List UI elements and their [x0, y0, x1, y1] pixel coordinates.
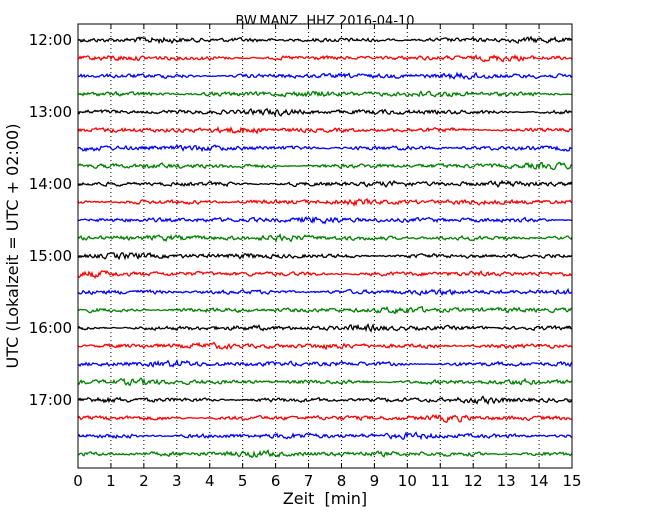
y-tick-label: 17:00: [29, 391, 72, 409]
trace-line: [77, 395, 573, 406]
x-tick-label: 9: [370, 472, 380, 490]
trace-line: [77, 90, 573, 98]
y-tick-label: 13:00: [29, 103, 72, 121]
trace-line: [77, 377, 573, 387]
y-axis-ticks: 12:00 13:00 14:00 15:00 16:00 17:00: [29, 31, 572, 409]
seismic-traces: [77, 35, 573, 459]
x-tick-label: 11: [431, 472, 450, 490]
x-tick-label: 1: [106, 472, 116, 490]
x-tick-label: 7: [304, 472, 314, 490]
x-tick-label: 0: [73, 472, 83, 490]
x-tick-label: 4: [205, 472, 215, 490]
x-axis-label: Zeit [min]: [283, 489, 367, 508]
x-tick-label: 14: [530, 472, 549, 490]
y-tick-label: 16:00: [29, 319, 72, 337]
trace-line: [77, 431, 573, 441]
x-tick-label: 12: [464, 472, 483, 490]
x-tick-label: 8: [337, 472, 347, 490]
trace-line: [77, 126, 573, 135]
plot-area: [78, 24, 572, 468]
trace-line: [77, 287, 573, 297]
x-axis-ticks: 0 1 2 3 4 5 6 7 8 9 10 11 12 13 14 15: [73, 24, 582, 490]
x-tick-label: 2: [139, 472, 149, 490]
x-tick-label: 15: [562, 472, 581, 490]
x-tick-label: 13: [497, 472, 516, 490]
trace-line: [77, 216, 573, 225]
trace-line: [77, 179, 573, 188]
plot-frame: [77, 23, 573, 469]
trace-line: [77, 413, 573, 423]
y-axis-label: UTC (Lokalzeit = UTC + 02:00): [3, 124, 22, 369]
trace-line: [77, 161, 573, 171]
x-tick-label: 3: [172, 472, 182, 490]
trace-line: [77, 305, 573, 315]
trace-line: [77, 144, 573, 153]
y-tick-label: 12:00: [29, 31, 72, 49]
trace-line: [77, 270, 573, 280]
trace-line: [77, 233, 573, 243]
trace-line: [77, 449, 573, 459]
x-tick-label: 5: [238, 472, 248, 490]
trace-line: [77, 107, 573, 118]
trace-line: [77, 35, 573, 45]
trace-line: [77, 322, 573, 333]
trace-line: [77, 358, 573, 368]
trace-line: [77, 197, 573, 208]
x-tick-label: 10: [398, 472, 417, 490]
y-tick-label: 14:00: [29, 175, 72, 193]
x-tick-label: 6: [271, 472, 281, 490]
trace-line: [77, 251, 573, 261]
y-tick-label: 15:00: [29, 247, 72, 265]
trace-line: [77, 71, 573, 80]
trace-line: [77, 341, 573, 351]
trace-line: [77, 54, 573, 63]
